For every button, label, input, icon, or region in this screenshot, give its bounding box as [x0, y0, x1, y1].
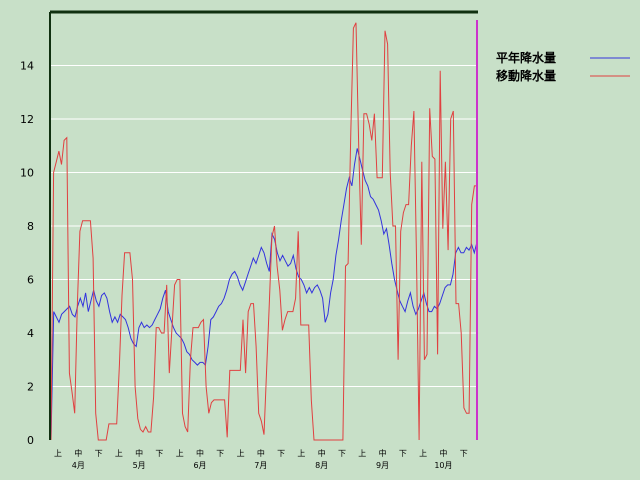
- plot-frame: [49, 10, 478, 440]
- y-tick-label: 0: [27, 434, 34, 447]
- y-tick-label: 6: [27, 274, 34, 287]
- x-tick-period: 上: [297, 449, 305, 458]
- x-tick-period: 上: [237, 449, 245, 458]
- x-tick-period: 中: [257, 448, 265, 458]
- series-lines: [50, 20, 478, 441]
- x-tick-period: 下: [95, 449, 103, 458]
- y-tick-label: 8: [27, 220, 34, 233]
- x-tick-period: 上: [358, 449, 366, 458]
- x-tick-month: 7月: [254, 461, 267, 470]
- y-tick-label: 12: [20, 113, 34, 126]
- y-axis-tick-labels: 0 2 4 6 8 10 12 14: [20, 60, 34, 448]
- x-tick-month: 4月: [72, 461, 85, 470]
- x-tick-month: 9月: [376, 461, 389, 470]
- x-tick-period: 上: [115, 449, 123, 458]
- x-tick-period: 中: [318, 448, 326, 458]
- x-tick-period: 下: [277, 449, 285, 458]
- x-tick-period: 中: [135, 448, 143, 458]
- x-tick-period: 下: [399, 449, 407, 458]
- x-tick-month: 8月: [315, 461, 328, 470]
- grid-lines: [50, 65, 478, 387]
- x-tick-period: 下: [216, 449, 224, 458]
- x-tick-period: 下: [155, 449, 163, 458]
- x-tick-period: 下: [338, 449, 346, 458]
- y-tick-label: 10: [20, 167, 34, 180]
- x-tick-month: 5月: [133, 461, 146, 470]
- x-tick-month: 10月: [434, 461, 452, 470]
- y-tick-label: 2: [27, 381, 34, 394]
- x-tick-period: 上: [176, 449, 184, 458]
- series-line-2: [50, 22, 477, 441]
- x-tick-month: 6月: [193, 461, 206, 470]
- y-tick-label: 4: [27, 327, 34, 340]
- legend-label: 平年降水量: [496, 50, 556, 65]
- series-line-1: [50, 148, 478, 441]
- x-tick-period: 中: [74, 448, 82, 458]
- y-tick-label: 14: [20, 60, 34, 73]
- x-tick-period: 上: [419, 449, 427, 458]
- x-axis-tick-labels: 上中4月下上中5月下上中6月下上中7月下上中8月下上中9月下上中10月下: [54, 448, 468, 470]
- legend-label: 移動降水量: [496, 68, 556, 83]
- x-tick-period: 中: [379, 448, 387, 458]
- x-tick-period: 中: [439, 448, 447, 458]
- x-tick-period: 中: [196, 448, 204, 458]
- x-tick-period: 上: [54, 449, 62, 458]
- x-tick-period: 下: [460, 449, 468, 458]
